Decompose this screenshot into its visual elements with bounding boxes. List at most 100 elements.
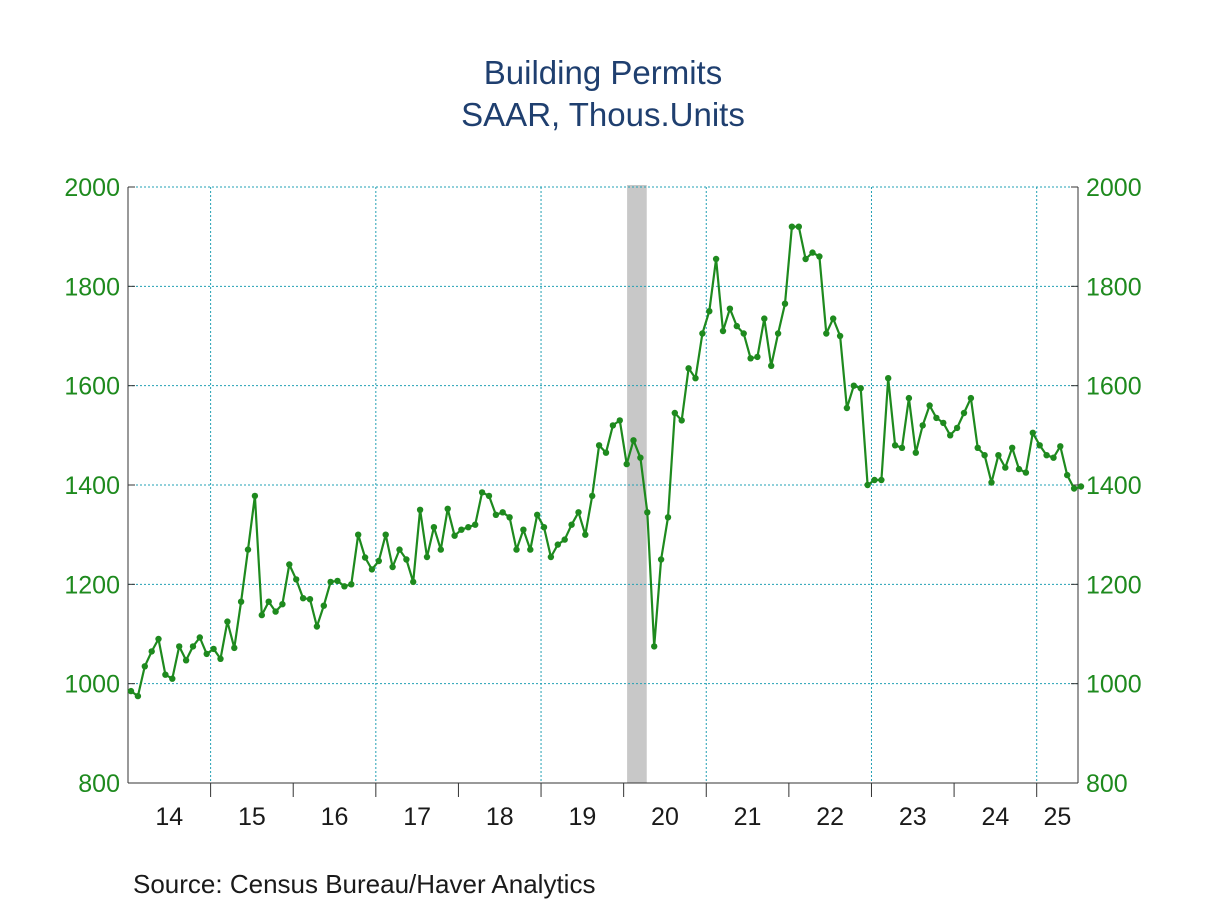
data-point	[348, 581, 355, 588]
y-tick-label-left: 800	[78, 770, 120, 798]
data-point	[609, 422, 617, 429]
data-point	[423, 553, 431, 561]
y-tick-label-right: 1600	[1086, 373, 1142, 401]
data-point	[933, 414, 940, 422]
data-point	[547, 553, 555, 561]
data-point	[210, 645, 217, 653]
data-point	[685, 365, 692, 372]
data-point	[279, 601, 286, 608]
data-point	[1077, 483, 1085, 490]
data-point	[1015, 465, 1023, 473]
x-tick-label: 18	[486, 803, 514, 831]
data-point	[251, 492, 259, 500]
data-point	[127, 687, 135, 695]
data-point	[478, 489, 486, 496]
data-point	[602, 449, 610, 456]
y-tick-label-left: 1000	[64, 671, 120, 699]
y-tick-label-left: 1800	[64, 273, 120, 301]
data-point	[320, 602, 327, 609]
data-point	[527, 546, 534, 553]
data-point	[485, 492, 493, 500]
data-point	[912, 449, 919, 456]
data-point	[272, 608, 279, 615]
data-point	[953, 424, 961, 432]
y-tick-labels: 800 800 1000 1000 1200 1200 1400 1400 1600 1600 18…	[64, 174, 1141, 798]
x-tick-label: 19	[568, 803, 596, 831]
data-point	[155, 635, 162, 643]
y-tick-label-left: 1200	[64, 571, 120, 599]
data-point	[313, 623, 321, 630]
y-tick-label-left: 2000	[64, 174, 120, 202]
data-point	[843, 404, 851, 412]
data-point	[726, 305, 734, 312]
data-point	[947, 432, 954, 439]
x-tick-labels: 14 15 16 17 18 19 20 21 22 23 24 25	[155, 803, 1071, 831]
data-point	[182, 657, 190, 664]
data-point	[465, 524, 472, 531]
y-tick-label-right: 2000	[1086, 174, 1142, 202]
data-point	[506, 514, 513, 521]
data-point	[905, 394, 913, 402]
data-point	[809, 249, 816, 256]
data-point	[554, 541, 561, 548]
x-tick-label: 14	[155, 803, 183, 831]
data-point	[540, 524, 548, 531]
data-point	[706, 308, 713, 315]
data-point	[630, 437, 637, 444]
data-point	[802, 255, 809, 263]
data-point	[692, 375, 699, 382]
data-point	[664, 514, 672, 521]
data-point	[258, 611, 265, 619]
data-point	[719, 327, 727, 335]
y-tick-label-left: 1400	[64, 472, 120, 500]
data-point	[520, 526, 527, 533]
data-point	[203, 650, 210, 658]
data-point	[671, 409, 678, 417]
data-point	[995, 452, 1002, 459]
data-point	[389, 563, 396, 571]
data-point	[396, 546, 403, 553]
data-point	[355, 531, 362, 538]
data-point	[327, 578, 334, 586]
chart-title: Building Permits	[484, 54, 722, 91]
data-point	[878, 476, 885, 484]
y-tick-label-right: 1000	[1086, 671, 1142, 699]
data-point	[299, 595, 307, 602]
data-point	[1029, 429, 1037, 436]
data-point	[850, 382, 857, 389]
data-point	[1070, 485, 1078, 492]
data-point	[761, 315, 768, 322]
series-line	[130, 225, 1082, 698]
data-point	[169, 675, 176, 682]
data-point	[1043, 452, 1050, 459]
data-point	[981, 452, 988, 459]
data-point	[747, 355, 754, 362]
data-point	[871, 476, 878, 484]
axis-layer	[127, 186, 1079, 797]
data-point	[967, 394, 975, 402]
data-point	[1050, 454, 1057, 461]
data-point	[375, 557, 382, 565]
data-point	[492, 511, 500, 518]
chart-subtitle: SAAR, Thous.Units	[461, 96, 745, 133]
data-point	[341, 583, 348, 590]
data-point	[382, 531, 389, 538]
data-point	[1009, 444, 1016, 451]
data-point	[699, 330, 706, 337]
x-tick-label: 24	[981, 803, 1009, 831]
data-point	[644, 509, 651, 516]
x-tick-label: 15	[238, 803, 266, 831]
data-point	[134, 692, 142, 700]
data-point	[1002, 464, 1009, 471]
data-point	[499, 509, 506, 516]
data-point	[306, 596, 314, 603]
data-point	[1064, 471, 1071, 479]
data-point	[926, 402, 933, 409]
data-point	[678, 417, 685, 424]
data-point	[368, 566, 376, 573]
recession-band-layer	[627, 185, 647, 783]
data-point	[774, 330, 782, 337]
x-tick-label: 17	[403, 803, 431, 831]
data-point	[595, 442, 603, 449]
data-point	[651, 643, 658, 650]
